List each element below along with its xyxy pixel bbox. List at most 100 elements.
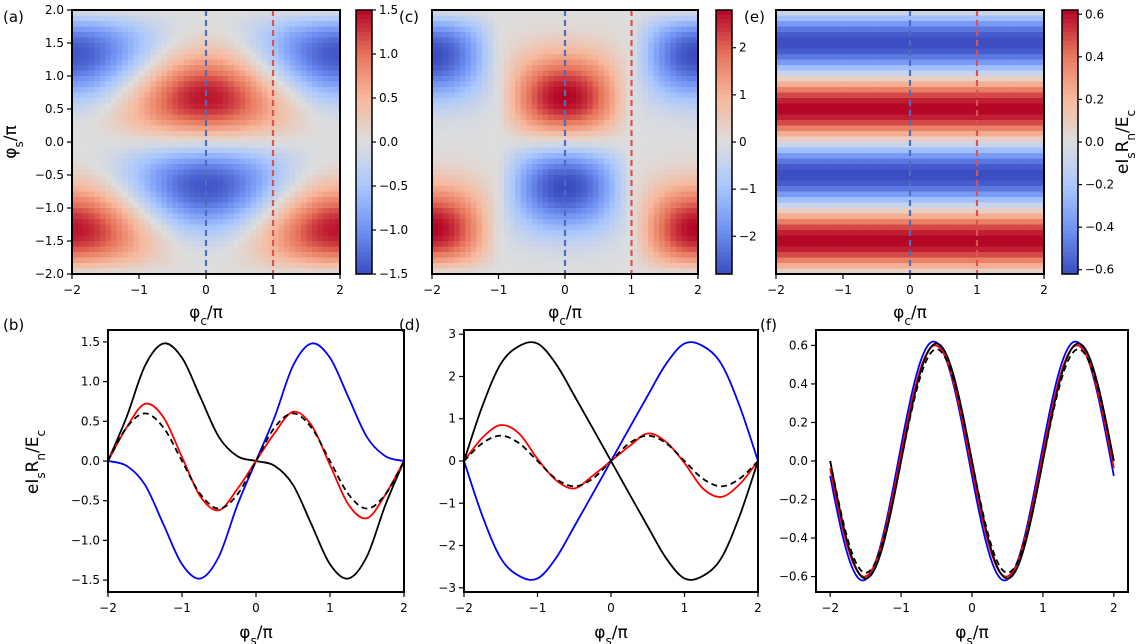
- heatmap-cell: [273, 32, 280, 39]
- heatmap-cell: [278, 268, 285, 275]
- heatmap-cell: [228, 136, 235, 143]
- heatmap-cell: [155, 26, 162, 33]
- heatmap-cell: [592, 136, 599, 143]
- heatmap-cell: [328, 103, 336, 110]
- heatmap-cell: [470, 87, 477, 94]
- heatmap-cell: [300, 37, 308, 44]
- heatmap-cell: [172, 252, 179, 259]
- heatmap-cell: [211, 142, 218, 149]
- heatmap-cell: [537, 147, 544, 154]
- heatmap-cell: [295, 158, 302, 165]
- heatmap-cell: [492, 70, 500, 77]
- heatmap-cell: [504, 186, 511, 193]
- heatmap-cell: [642, 235, 649, 242]
- heatmap-cell: [437, 37, 444, 44]
- heatmap-cell: [531, 98, 538, 105]
- heatmap-cell: [581, 92, 588, 99]
- heatmap-cell: [289, 54, 296, 61]
- heatmap-cell: [239, 252, 246, 259]
- heatmap-cell: [587, 48, 594, 55]
- heatmap-cell: [526, 263, 533, 270]
- heatmap-cell: [498, 92, 505, 99]
- colorbar-cell: [356, 58, 372, 64]
- heatmap-cell: [614, 202, 622, 209]
- heatmap-cell: [481, 263, 489, 270]
- heatmap-cell: [509, 186, 516, 193]
- heatmap-cell: [592, 263, 599, 270]
- heatmap-cell: [620, 197, 627, 204]
- heatmap-cell: [200, 153, 207, 160]
- heatmap-cell: [206, 59, 213, 66]
- heatmap-cell: [200, 10, 207, 17]
- colorbar-cell: [356, 194, 372, 200]
- heatmap-cell: [648, 65, 655, 72]
- heatmap-cell: [625, 241, 633, 248]
- heatmap-cell: [233, 65, 241, 72]
- heatmap-cell: [245, 15, 252, 22]
- heatmap-cell: [598, 230, 605, 237]
- heatmap-cell: [323, 164, 330, 171]
- heatmap-cell: [559, 103, 566, 110]
- heatmap-cell: [620, 21, 627, 28]
- heatmap-cell: [228, 81, 235, 88]
- heatmap-cell: [686, 15, 694, 22]
- heatmap-cell: [659, 252, 666, 259]
- heatmap-cell: [267, 65, 274, 72]
- heatmap-cell: [642, 59, 649, 66]
- heatmap-cell: [459, 235, 466, 242]
- heatmap-cell: [487, 235, 494, 242]
- heatmap-cell: [787, 76, 794, 83]
- heatmap-cell: [664, 147, 671, 154]
- x-axis-label-main: φ: [189, 303, 200, 323]
- heatmap-cell: [459, 65, 466, 72]
- heatmap-cell: [620, 246, 627, 253]
- heatmap-cell: [531, 131, 538, 138]
- x-tick-label: −2: [63, 283, 81, 297]
- heatmap-cell: [72, 70, 79, 77]
- heatmap-cell: [328, 191, 336, 198]
- heatmap-cell: [542, 241, 549, 248]
- heatmap-cell: [454, 153, 461, 160]
- heatmap-cell: [284, 125, 291, 132]
- heatmap-cell: [323, 186, 330, 193]
- heatmap-cell: [620, 257, 627, 264]
- heatmap-cell: [515, 54, 522, 61]
- heatmap-cell: [559, 92, 566, 99]
- heatmap-cell: [250, 241, 257, 248]
- heatmap-cell: [200, 224, 207, 231]
- heatmap-cell: [178, 219, 185, 226]
- heatmap-cell: [133, 191, 140, 198]
- heatmap-cell: [631, 92, 638, 99]
- heatmap-cell: [781, 59, 788, 66]
- heatmap-cell: [200, 230, 207, 237]
- heatmap-cell: [609, 235, 616, 242]
- heatmap-cell: [300, 252, 308, 259]
- heatmap-cell: [139, 191, 146, 198]
- heatmap-cell: [776, 268, 783, 275]
- heatmap-cell: [200, 257, 207, 264]
- heatmap-cell: [565, 131, 572, 138]
- heatmap-cell: [139, 32, 146, 39]
- heatmap-cell: [675, 109, 682, 116]
- heatmap-cell: [233, 109, 241, 116]
- colorbar-cell: [356, 164, 372, 169]
- heatmap-cell: [133, 219, 140, 226]
- heatmap-cell: [267, 241, 274, 248]
- heatmap-cell: [122, 246, 129, 253]
- colorbar-cell: [716, 146, 732, 152]
- heatmap-cell: [526, 191, 533, 198]
- heatmap-cell: [614, 164, 622, 171]
- heatmap-cell: [206, 213, 213, 220]
- heatmap-cell: [631, 98, 638, 105]
- heatmap-cell: [670, 191, 677, 198]
- heatmap-cell: [88, 120, 95, 127]
- heatmap-cell: [116, 81, 123, 88]
- heatmap-cell: [487, 98, 494, 105]
- heatmap-cell: [570, 70, 577, 77]
- heatmap-cell: [542, 37, 549, 44]
- heatmap-cell: [200, 32, 207, 39]
- heatmap-cell: [245, 54, 252, 61]
- heatmap-cell: [211, 263, 218, 270]
- heatmap-cell: [295, 142, 302, 149]
- heatmap-cell: [637, 202, 644, 209]
